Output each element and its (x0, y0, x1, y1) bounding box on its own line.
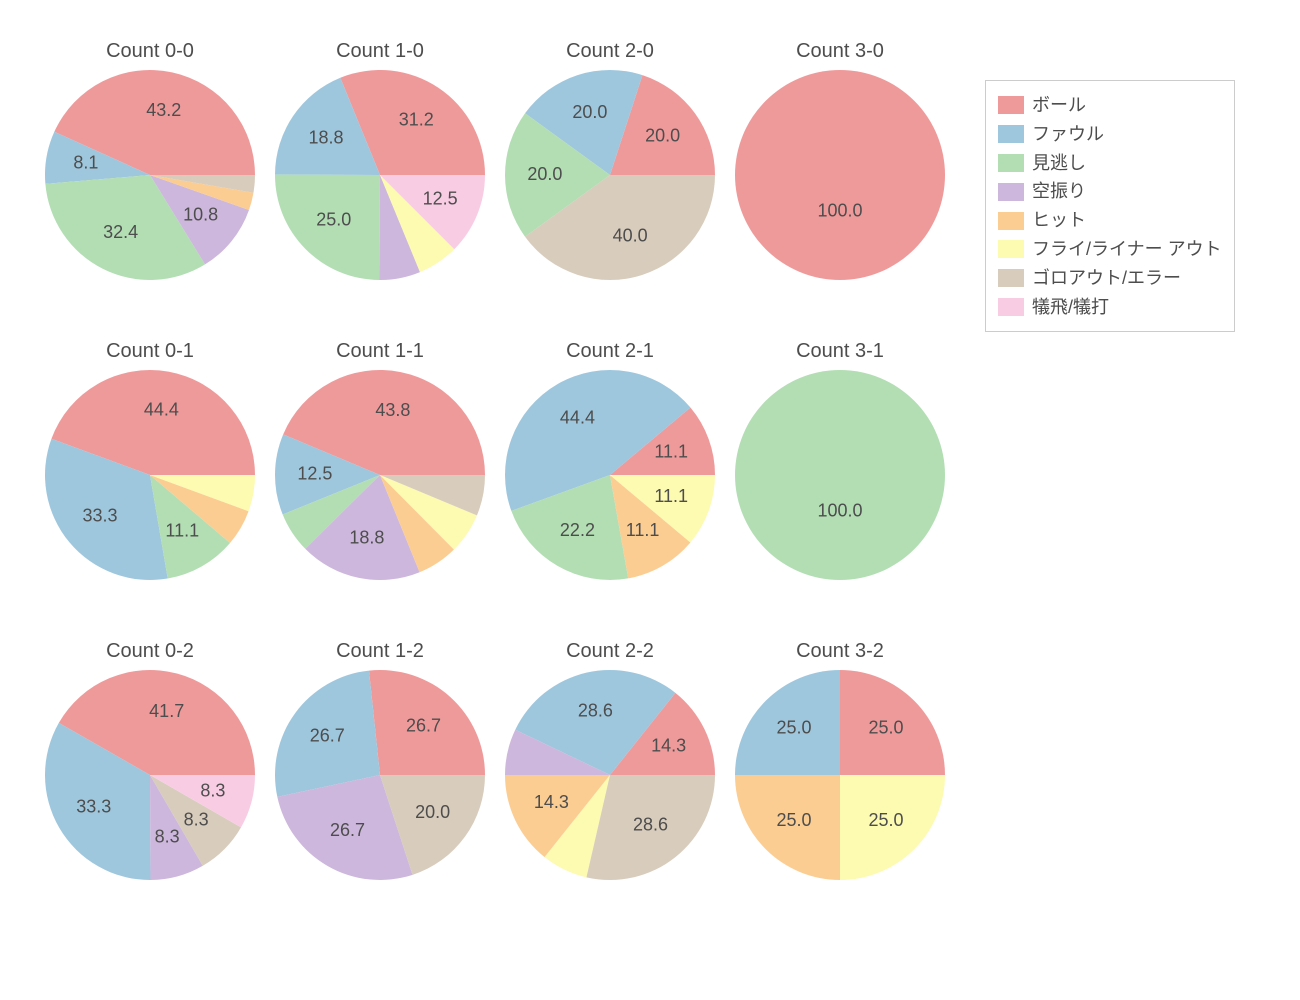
slice-label: 28.6 (578, 700, 613, 720)
chart-title: Count 0-0 (50, 40, 250, 63)
slice-label: 12.5 (423, 189, 458, 209)
slice-label: 44.4 (144, 400, 179, 420)
slice-label: 26.7 (330, 820, 365, 840)
legend-label: 見逃し (1032, 149, 1086, 178)
legend-item: フライ/ライナー アウト (998, 235, 1222, 264)
slice-label: 31.2 (399, 110, 434, 130)
legend-swatch (998, 183, 1024, 201)
legend-item: ボール (998, 91, 1222, 120)
legend-label: ファウル (1032, 120, 1104, 149)
slice-label: 20.0 (415, 802, 450, 822)
slice-label: 11.1 (654, 441, 688, 461)
pie-chart: 25.0 25.0 25.0 25.0 (733, 668, 947, 882)
pie-slice (735, 70, 945, 280)
slice-label: 25.0 (776, 810, 811, 830)
pie-chart: 11.1 44.4 22.2 11.1 11.1 (503, 368, 717, 582)
chart-title: Count 1-1 (280, 340, 480, 363)
slice-label: 18.8 (308, 127, 343, 147)
slice-label: 11.1 (626, 520, 660, 540)
slice-label: 25.0 (316, 210, 351, 230)
legend-item: 見逃し (998, 149, 1222, 178)
legend-label: ゴロアウト/エラー (1032, 264, 1181, 293)
pie-chart: 44.4 33.3 11.1 (43, 368, 257, 582)
slice-label: 8.3 (184, 810, 209, 830)
legend: ボールファウル見逃し空振りヒットフライ/ライナー アウトゴロアウト/エラー犠飛/… (985, 80, 1235, 332)
slice-label: 14.3 (534, 792, 569, 812)
slice-label: 44.4 (560, 407, 595, 427)
slice-label: 8.3 (155, 827, 180, 847)
slice-label: 33.3 (76, 797, 111, 817)
pie-chart: 100.0 (733, 368, 947, 582)
pie-chart: 31.2 18.8 25.0 12.5 (273, 68, 487, 282)
slice-label: 26.7 (406, 715, 441, 735)
legend-label: 犠飛/犠打 (1032, 293, 1109, 322)
pie-chart: 26.7 26.7 26.7 20.0 (273, 668, 487, 882)
slice-label: 12.5 (297, 463, 332, 483)
pie-chart: 100.0 (733, 68, 947, 282)
chart-title: Count 3-1 (740, 340, 940, 363)
slice-label: 11.1 (654, 486, 688, 506)
chart-title: Count 2-0 (510, 40, 710, 63)
slice-label: 8.1 (73, 153, 98, 173)
legend-swatch (998, 298, 1024, 316)
slice-label: 26.7 (310, 726, 345, 746)
slice-label: 25.0 (776, 718, 811, 738)
slice-label: 32.4 (103, 222, 138, 242)
chart-title: Count 3-0 (740, 40, 940, 63)
slice-label: 20.0 (572, 102, 607, 122)
chart-grid: Count 0-0 43.2 8.1 32.4 10.8 Count 1-0 31.2 18.… (0, 0, 1300, 1000)
chart-title: Count 2-2 (510, 640, 710, 663)
legend-item: ヒット (998, 206, 1222, 235)
legend-swatch (998, 154, 1024, 172)
legend-swatch (998, 240, 1024, 258)
slice-label: 100.0 (817, 201, 862, 221)
pie-chart: 14.3 28.6 14.3 28.6 (503, 668, 717, 882)
slice-label: 28.6 (633, 815, 668, 835)
slice-label: 8.3 (200, 781, 225, 801)
legend-swatch (998, 269, 1024, 287)
chart-title: Count 0-2 (50, 640, 250, 663)
slice-label: 22.2 (560, 520, 595, 540)
slice-label: 11.1 (165, 520, 199, 540)
pie-chart: 20.0 20.0 20.0 40.0 (503, 68, 717, 282)
slice-label: 40.0 (613, 226, 648, 246)
slice-label: 25.0 (869, 810, 904, 830)
pie-chart: 43.8 12.5 18.8 (273, 368, 487, 582)
pie-slice (735, 370, 945, 580)
chart-title: Count 3-2 (740, 640, 940, 663)
slice-label: 20.0 (527, 164, 562, 184)
legend-swatch (998, 125, 1024, 143)
pie-chart: 41.733.38.38.38.3 (43, 668, 257, 882)
chart-title: Count 0-1 (50, 340, 250, 363)
chart-title: Count 1-2 (280, 640, 480, 663)
slice-label: 10.8 (183, 205, 218, 225)
legend-item: ファウル (998, 120, 1222, 149)
chart-title: Count 1-0 (280, 40, 480, 63)
legend-label: フライ/ライナー アウト (1032, 235, 1222, 264)
slice-label: 41.7 (149, 701, 184, 721)
legend-label: ボール (1032, 91, 1086, 120)
slice-label: 43.8 (375, 400, 410, 420)
slice-label: 20.0 (645, 125, 680, 145)
legend-item: 空振り (998, 177, 1222, 206)
legend-label: ヒット (1032, 206, 1086, 235)
slice-label: 18.8 (349, 528, 384, 548)
slice-label: 14.3 (651, 735, 686, 755)
legend-swatch (998, 96, 1024, 114)
legend-label: 空振り (1032, 177, 1086, 206)
slice-label: 33.3 (82, 505, 117, 525)
slice-label: 100.0 (817, 501, 862, 521)
pie-chart: 43.2 8.1 32.4 10.8 (43, 68, 257, 282)
slice-label: 43.2 (146, 100, 181, 120)
legend-item: ゴロアウト/エラー (998, 264, 1222, 293)
chart-title: Count 2-1 (510, 340, 710, 363)
legend-item: 犠飛/犠打 (998, 293, 1222, 322)
legend-swatch (998, 212, 1024, 230)
slice-label: 25.0 (869, 718, 904, 738)
